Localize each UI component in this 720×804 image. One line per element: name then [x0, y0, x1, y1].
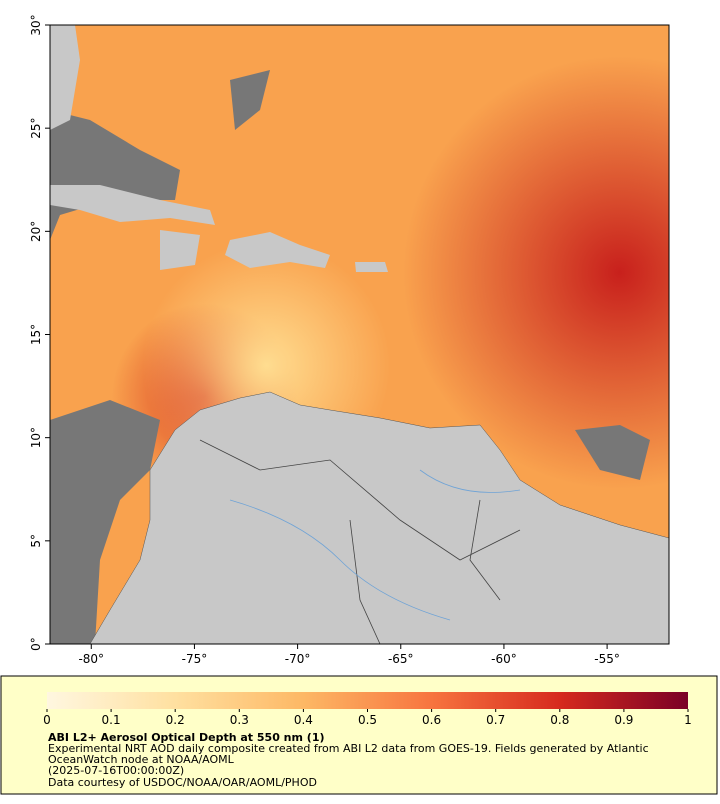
x-tick-label: -55° — [594, 652, 620, 666]
colorbar-tick-label: 0.4 — [294, 713, 313, 727]
caption: OceanWatch node at NOAA/AOML — [48, 753, 235, 766]
y-tick-label: 15° — [29, 324, 43, 345]
caption: Experimental NRT AOD daily composite cre… — [48, 742, 649, 755]
caption: Data courtesy of USDOC/NOAA/OAR/AOML/PHO… — [48, 776, 317, 789]
colorbar-tick-label: 0.7 — [486, 713, 505, 727]
y-tick-label: 10° — [29, 427, 43, 448]
x-tick-label: -75° — [182, 652, 208, 666]
y-tick-label: 0° — [29, 637, 43, 651]
colorbar-tick-label: 1 — [684, 713, 692, 727]
colorbar — [47, 692, 688, 709]
colorbar-tick-label: 0 — [43, 713, 51, 727]
legend-title: ABI L2+ Aerosol Optical Depth at 550 nm … — [48, 731, 325, 744]
y-tick-label: 30° — [29, 14, 43, 35]
x-tick-label: -60° — [491, 652, 517, 666]
y-tick-label: 20° — [29, 221, 43, 242]
x-tick-label: -65° — [388, 652, 414, 666]
x-tick-label: -70° — [285, 652, 311, 666]
colorbar-tick-label: 0.6 — [422, 713, 441, 727]
map-image — [50, 25, 669, 644]
colorbar-tick-label: 0.8 — [550, 713, 569, 727]
y-tick-label: 25° — [29, 118, 43, 139]
colorbar-tick-label: 0.2 — [166, 713, 185, 727]
x-tick-label: -80° — [78, 652, 104, 666]
colorbar-tick-label: 0.5 — [358, 713, 377, 727]
colorbar-tick-label: 0.9 — [614, 713, 633, 727]
y-tick-label: 5° — [29, 534, 43, 548]
colorbar-tick-label: 0.3 — [230, 713, 249, 727]
caption: (2025-07-16T00:00:00Z) — [48, 764, 184, 777]
colorbar-tick-label: 0.1 — [102, 713, 121, 727]
